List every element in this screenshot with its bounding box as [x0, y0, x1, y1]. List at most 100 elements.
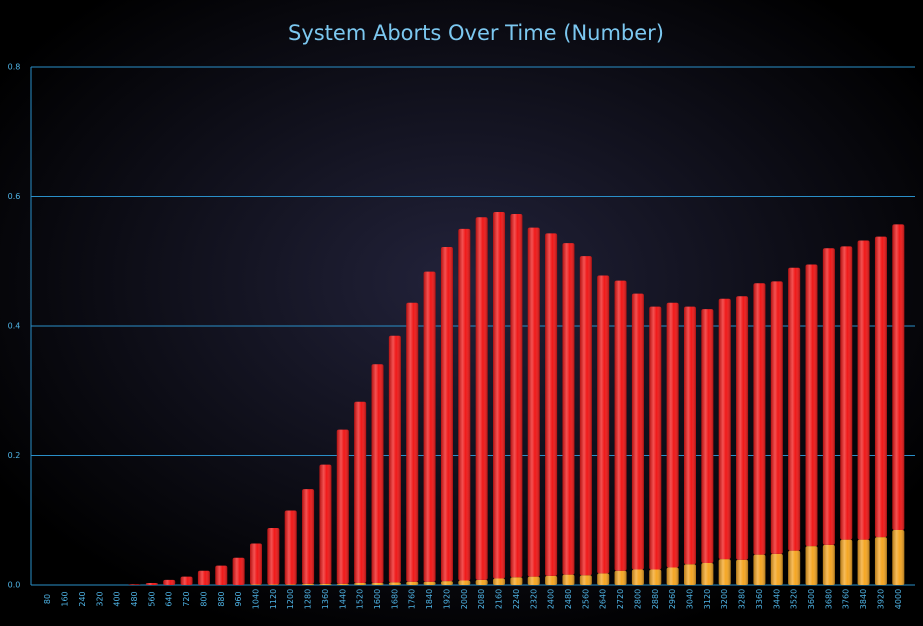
- x-tick-label: 2400: [547, 589, 556, 609]
- bar-shine: [545, 233, 558, 576]
- bar-shine: [145, 583, 158, 585]
- bar-shine: [614, 570, 627, 585]
- bar-shine: [458, 228, 471, 581]
- x-tick-label: 2720: [616, 589, 625, 609]
- x-tick-label: 3600: [807, 589, 816, 609]
- bar-shine: [250, 543, 262, 585]
- x-tick-label: 400: [113, 591, 122, 606]
- bar-shine: [736, 296, 749, 560]
- bar-shine: [840, 246, 853, 540]
- bar-shine: [579, 575, 592, 585]
- bar-shine: [718, 298, 731, 560]
- y-tick-label: 0.4: [8, 322, 21, 331]
- x-tick-label: 2560: [581, 589, 590, 609]
- x-tick-label: 2080: [477, 589, 486, 609]
- bar-shine: [510, 213, 523, 578]
- bar-shine: [770, 281, 783, 554]
- bar-shine: [753, 554, 766, 585]
- bar-shine: [822, 544, 835, 585]
- bar-shine: [892, 224, 905, 530]
- bar-shine: [284, 510, 297, 585]
- bar-shine: [684, 306, 696, 565]
- bar-shine: [354, 401, 367, 584]
- bar-shine: [267, 584, 280, 585]
- bar-shine: [319, 464, 332, 584]
- x-tick-label: 1360: [321, 589, 330, 609]
- bar-shine: [388, 582, 401, 585]
- bar-shine: [579, 256, 592, 576]
- x-tick-label: 2800: [633, 589, 642, 609]
- x-tick-label: 560: [147, 591, 156, 606]
- bar-shine: [302, 489, 315, 584]
- x-tick-label: 2480: [564, 589, 573, 609]
- bar-shine: [215, 565, 228, 585]
- x-tick-label: 2240: [512, 589, 521, 609]
- x-tick-label: 1680: [390, 589, 399, 609]
- bar-shine: [284, 584, 297, 585]
- bar-shine: [423, 271, 436, 582]
- x-tick-label: 640: [165, 591, 174, 606]
- bar-shine: [562, 574, 575, 585]
- x-tick-label: 2960: [668, 589, 677, 609]
- bar-shine: [631, 569, 644, 585]
- x-tick-label: 2320: [529, 589, 538, 609]
- bar-shine: [510, 577, 523, 585]
- x-tick-label: 1440: [338, 589, 347, 609]
- x-tick-label: 2880: [651, 589, 660, 609]
- y-tick-label: 0.0: [8, 581, 21, 590]
- bar-shine: [770, 553, 783, 585]
- bar-shine: [440, 247, 453, 582]
- x-tick-label: 240: [78, 591, 87, 606]
- x-tick-label: 1200: [286, 589, 295, 609]
- bar-shine: [840, 539, 853, 585]
- x-tick-label: 3440: [772, 589, 781, 609]
- x-tick-label: 720: [182, 591, 191, 606]
- x-tick-label: 3760: [842, 589, 851, 609]
- x-tick-label: 480: [130, 591, 139, 606]
- y-tick-label: 0.2: [8, 451, 21, 460]
- x-tick-label: 80: [43, 594, 52, 604]
- bar-shine: [197, 570, 210, 585]
- bar-shine: [736, 559, 749, 585]
- bar-shine: [319, 583, 332, 585]
- bar-shine: [163, 579, 176, 585]
- x-tick-label: 160: [61, 591, 70, 606]
- y-tick-label: 0.6: [8, 192, 21, 201]
- bar-shine: [892, 529, 905, 585]
- x-tick-label: 1760: [408, 589, 417, 609]
- bar-shine: [458, 580, 471, 585]
- bar-shine: [874, 236, 887, 538]
- bar-shine: [406, 302, 419, 582]
- bar-shine: [805, 546, 818, 585]
- x-tick-label: 3680: [824, 589, 833, 609]
- x-tick-label: 1840: [425, 589, 434, 609]
- x-tick-label: 960: [234, 591, 243, 606]
- x-tick-label: 3360: [755, 589, 764, 609]
- bar-shine: [440, 581, 453, 585]
- bar-shine: [423, 581, 436, 585]
- bar-shine: [527, 227, 540, 577]
- bar-shine: [614, 280, 627, 571]
- bar-shine: [666, 567, 679, 585]
- x-tick-label: 3920: [876, 589, 885, 609]
- x-tick-label: 1920: [442, 589, 451, 609]
- x-tick-label: 1120: [269, 589, 278, 609]
- x-tick-label: 1600: [373, 589, 382, 609]
- bar-shine: [631, 293, 644, 570]
- x-tick-label: 3200: [720, 589, 729, 609]
- x-tick-label: 3840: [859, 589, 868, 609]
- x-tick-label: 1520: [356, 589, 365, 609]
- bar-shine: [388, 335, 401, 583]
- bar-shine: [493, 578, 506, 585]
- bar-shine: [649, 569, 662, 585]
- bar-shine: [597, 275, 610, 574]
- bar-shine: [822, 248, 835, 545]
- bar-shine: [649, 306, 662, 570]
- bar-shine: [493, 212, 506, 579]
- bar-shine: [336, 583, 349, 585]
- x-tick-label: 2000: [460, 589, 469, 609]
- bar-shine: [753, 283, 766, 555]
- bar-shine: [128, 584, 141, 585]
